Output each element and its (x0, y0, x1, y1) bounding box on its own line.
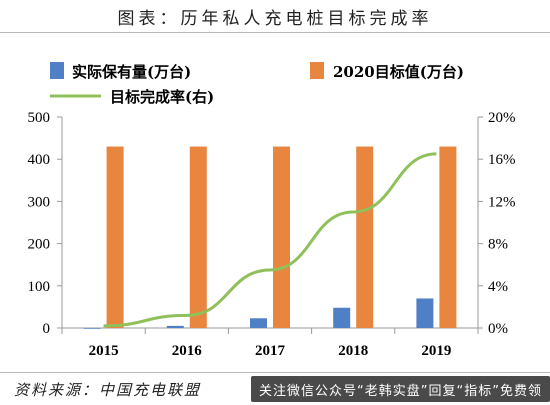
x-tick-label: 2018 (338, 343, 368, 359)
y-right-tick-label: 0% (488, 321, 508, 337)
line-completion-rate (104, 154, 437, 326)
y-left-tick-label: 400 (28, 152, 51, 168)
bar-target-2016 (190, 147, 207, 328)
bar-actual-2017 (250, 318, 267, 328)
bar-target-2019 (439, 147, 456, 328)
chart-area: 实际保有量(万台) 2020目标值(万台) 目标完成率(右) 0 100 200 300 40… (0, 33, 550, 371)
x-tick-label: 2017 (255, 343, 286, 359)
bar-target-2017 (273, 147, 290, 328)
legend-label-rate: 目标完成率(右) (110, 88, 214, 106)
y-left-tick-label: 0 (43, 321, 51, 337)
y-left-tick-label: 500 (28, 110, 51, 126)
watermark-text: 关注微信公众号“老韩实盘”回复“指标”免费领 (259, 380, 542, 399)
bar-actual-2016 (167, 326, 184, 328)
y-left-tick-label: 300 (28, 194, 51, 210)
bar-actual-2018 (333, 308, 350, 328)
y-right-tick-label: 12% (488, 194, 516, 210)
bar-target-2015 (107, 147, 124, 328)
x-tick-label: 2019 (421, 343, 451, 359)
y-right-tick-label: 16% (488, 152, 516, 168)
watermark-banner: 关注微信公众号“老韩实盘”回复“指标”免费领 (251, 376, 550, 402)
bar-actual-2019 (416, 298, 433, 328)
legend-swatch-actual (50, 62, 64, 79)
bar-actual-2015 (84, 328, 101, 329)
y-right-tick-label: 20% (488, 110, 516, 126)
bar-target-2018 (356, 147, 373, 328)
y-left-tick-label: 100 (28, 279, 51, 295)
x-tick-label: 2016 (172, 343, 203, 359)
legend-label-actual: 实际保有量(万台) (72, 63, 191, 81)
chart-title: 图表：历年私人充电桩目标完成率 (118, 4, 433, 29)
x-tick-label: 2015 (89, 343, 119, 359)
chart-title-bar: 图表：历年私人充电桩目标完成率 (0, 0, 550, 33)
legend-swatch-target (310, 62, 324, 79)
y-right-tick-label: 8% (488, 237, 508, 253)
source-note: 资料来源：中国充电联盟 (14, 379, 201, 400)
source-bar: 资料来源：中国充电联盟 关注微信公众号“老韩实盘”回复“指标”免费领 (0, 372, 550, 405)
y-left-tick-label: 200 (28, 237, 51, 253)
y-right-tick-label: 4% (488, 279, 508, 295)
legend-label-target: 2020目标值(万台) (333, 63, 464, 81)
